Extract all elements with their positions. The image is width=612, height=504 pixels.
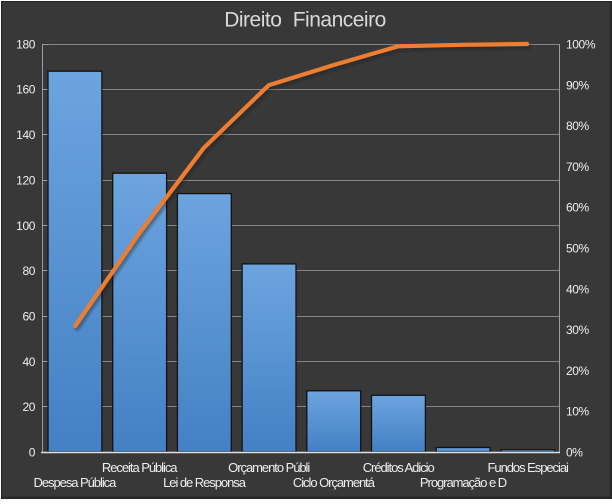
svg-text:Créditos Adicio: Créditos Adicio: [363, 460, 435, 475]
svg-text:80%: 80%: [566, 119, 590, 133]
svg-text:90%: 90%: [566, 78, 590, 92]
svg-text:120: 120: [16, 174, 36, 188]
svg-text:40: 40: [22, 355, 35, 369]
svg-text:70%: 70%: [566, 160, 590, 174]
svg-text:30%: 30%: [566, 323, 590, 337]
svg-text:Ciclo Orçamentá: Ciclo Orçamentá: [293, 475, 376, 490]
svg-text:140: 140: [16, 128, 36, 142]
svg-text:180: 180: [16, 38, 36, 52]
svg-text:160: 160: [16, 83, 36, 97]
svg-text:Lei de Responsa: Lei de Responsa: [163, 475, 247, 490]
svg-text:40%: 40%: [566, 282, 590, 296]
svg-text:Fundos Especiai: Fundos Especiai: [488, 460, 570, 475]
svg-text:0%: 0%: [566, 446, 583, 460]
svg-text:Direito Financeiro: Direito Financeiro: [224, 9, 386, 32]
svg-text:10%: 10%: [566, 405, 590, 419]
svg-text:Receita Pública: Receita Pública: [102, 460, 178, 475]
svg-text:Programação e D: Programação e D: [420, 475, 507, 490]
svg-text:100: 100: [16, 219, 36, 233]
svg-text:20: 20: [22, 400, 35, 414]
svg-text:100%: 100%: [566, 38, 596, 52]
svg-text:Despesa Pública: Despesa Pública: [33, 475, 117, 490]
svg-text:50%: 50%: [566, 242, 590, 256]
svg-text:60: 60: [22, 310, 35, 324]
svg-text:20%: 20%: [566, 364, 590, 378]
svg-text:0: 0: [29, 446, 36, 460]
svg-text:80: 80: [22, 264, 35, 278]
svg-text:60%: 60%: [566, 201, 590, 215]
svg-text:Orçamento Públi: Orçamento Públi: [228, 460, 310, 475]
